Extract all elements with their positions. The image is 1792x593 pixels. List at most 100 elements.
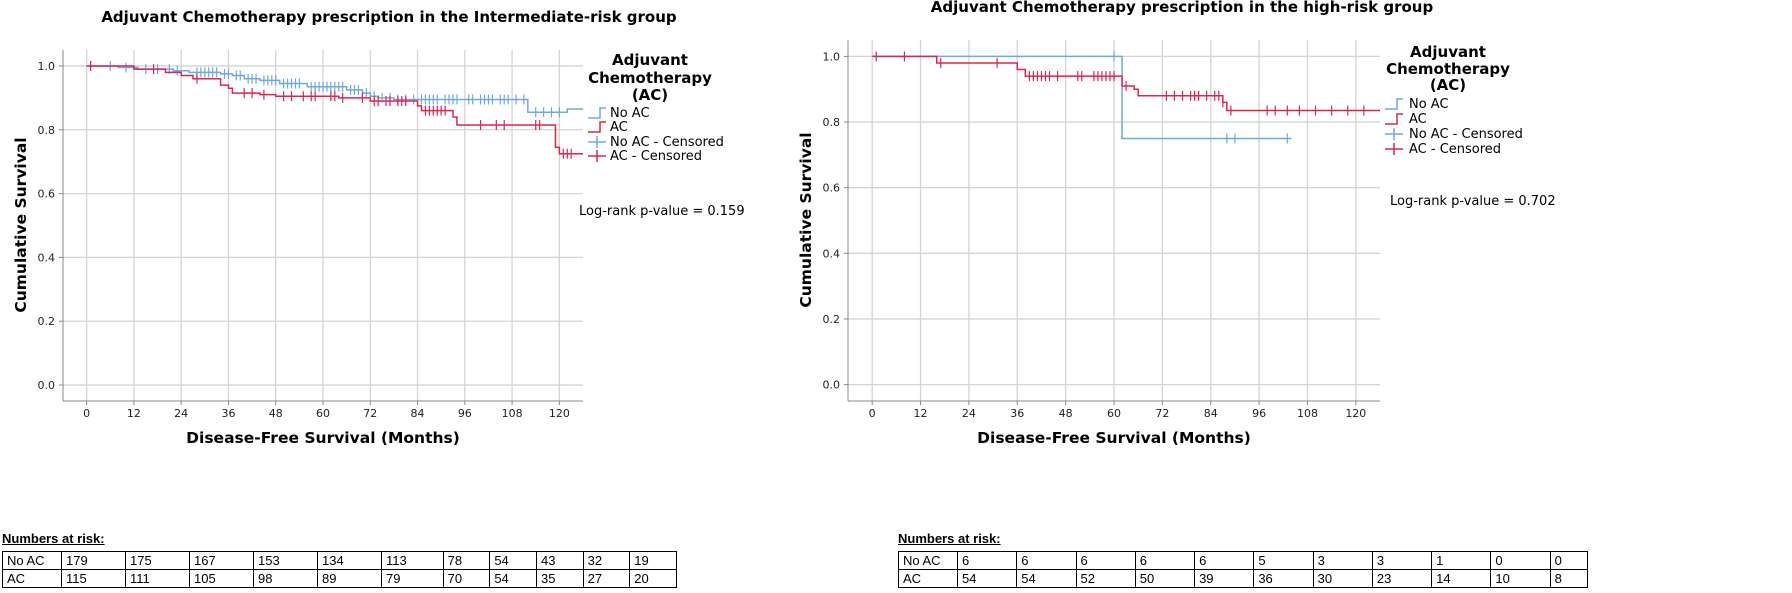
x-tick-label: 0 bbox=[869, 407, 876, 420]
legend-label: AC bbox=[1409, 112, 1427, 127]
risk-table-intermediate: No AC 179 175 167 153 134 113 78 54 43 32 19 AC 115 11… bbox=[2, 551, 677, 588]
risk-cell: 6 bbox=[1134, 551, 1196, 570]
risk-cell: 134 bbox=[317, 551, 382, 570]
risk-cell: 6 bbox=[1016, 551, 1077, 570]
risk-cell: 98 bbox=[253, 569, 318, 588]
x-tick-label: 120 bbox=[549, 407, 570, 420]
x-axis-label: Disease-Free Survival (Months) bbox=[977, 429, 1251, 447]
risk-cell: 36 bbox=[1253, 569, 1314, 588]
risk-cell: 6 bbox=[1075, 551, 1136, 570]
risk-cell: 10 bbox=[1490, 569, 1551, 588]
x-tick-label: 108 bbox=[1297, 407, 1318, 420]
risk-row: AC 115 111 105 98 89 79 70 54 35 27 20 bbox=[2, 569, 677, 588]
chart-title: Adjuvant Chemotherapy prescription in th… bbox=[101, 8, 677, 26]
risk-cell: 70 bbox=[442, 569, 491, 588]
y-tick-label: 0.4 bbox=[38, 251, 56, 264]
x-tick-label: 72 bbox=[363, 407, 377, 420]
y-axis-label: Cumulative Survival bbox=[797, 132, 815, 307]
risk-cell: 54 bbox=[1016, 569, 1077, 588]
y-tick-label: 0.2 bbox=[823, 313, 841, 326]
risk-cell: 52 bbox=[1075, 569, 1136, 588]
risk-cell: 79 bbox=[381, 569, 444, 588]
risk-cell: 8 bbox=[1549, 569, 1589, 588]
risk-cell: 153 bbox=[253, 551, 318, 570]
legend-swatch-line bbox=[1385, 98, 1403, 110]
y-tick-label: 0.6 bbox=[38, 188, 56, 201]
legend-label: AC - Censored bbox=[610, 149, 702, 164]
x-tick-label: 72 bbox=[1155, 407, 1169, 420]
risk-cell: 35 bbox=[535, 569, 584, 588]
x-tick-label: 96 bbox=[1252, 407, 1266, 420]
x-tick-label: 24 bbox=[174, 407, 188, 420]
risk-cell: 54 bbox=[956, 569, 1018, 588]
x-axis-label: Disease-Free Survival (Months) bbox=[186, 429, 460, 447]
logrank-annotation: Log-rank p-value = 0.159 bbox=[579, 204, 745, 219]
x-tick-label: 120 bbox=[1345, 407, 1366, 420]
legend-swatch-line bbox=[588, 121, 606, 133]
legend-swatch-line bbox=[588, 107, 606, 119]
y-tick-label: 0.0 bbox=[38, 379, 56, 392]
risk-cell: 1 bbox=[1431, 551, 1492, 570]
y-tick-label: 0.0 bbox=[823, 379, 841, 392]
risk-row-label: AC bbox=[2, 569, 62, 588]
x-tick-label: 0 bbox=[83, 407, 90, 420]
risk-cell: 23 bbox=[1371, 569, 1433, 588]
risk-row-label: No AC bbox=[898, 551, 958, 570]
x-tick-label: 84 bbox=[1204, 407, 1218, 420]
legend-label: AC bbox=[610, 120, 628, 135]
chart-title: Adjuvant Chemotherapy prescription in th… bbox=[931, 0, 1434, 16]
x-tick-label: 48 bbox=[1059, 407, 1073, 420]
risk-heading-intermediate: Numbers at risk: bbox=[2, 531, 105, 546]
risk-cell: 78 bbox=[442, 551, 491, 570]
risk-cell: 5 bbox=[1253, 551, 1314, 570]
risk-cell: 105 bbox=[189, 569, 254, 588]
risk-cell: 175 bbox=[125, 551, 190, 570]
risk-cell: 19 bbox=[629, 551, 677, 570]
risk-cell: 113 bbox=[381, 551, 444, 570]
risk-cell: 39 bbox=[1194, 569, 1255, 588]
legend-label: No AC bbox=[610, 106, 650, 121]
risk-row: No AC 6 6 6 6 6 5 3 3 1 0 0 bbox=[898, 551, 1589, 570]
y-tick-label: 0.6 bbox=[823, 182, 841, 195]
x-tick-label: 60 bbox=[1107, 407, 1121, 420]
legend-swatch-line bbox=[1385, 113, 1403, 125]
x-tick-label: 84 bbox=[411, 407, 425, 420]
logrank-annotation: Log-rank p-value = 0.702 bbox=[1390, 194, 1556, 209]
x-tick-label: 36 bbox=[1010, 407, 1024, 420]
risk-cell: 167 bbox=[189, 551, 254, 570]
x-tick-label: 108 bbox=[502, 407, 523, 420]
legend-label: No AC - Censored bbox=[1409, 127, 1523, 142]
risk-table-high: No AC 6 6 6 6 6 5 3 3 1 0 0 AC 54 54 52 50 39 36 30 23 14 10 8 bbox=[898, 551, 1589, 588]
chart-0: 0 12 24 36 48 60 72 84 96 108 120 0.0 0.2 0.4 0.6 0.8 1.… bbox=[12, 8, 745, 447]
x-tick-label: 24 bbox=[962, 407, 976, 420]
risk-row: AC 54 54 52 50 39 36 30 23 14 10 8 bbox=[898, 569, 1589, 588]
risk-row-label: AC bbox=[898, 569, 958, 588]
legend-title: Adjuvant Chemotherapy (AC) bbox=[588, 51, 712, 104]
y-tick-label: 0.2 bbox=[38, 315, 56, 328]
x-tick-label: 12 bbox=[127, 407, 141, 420]
x-tick-label: 36 bbox=[221, 407, 235, 420]
risk-cell: 50 bbox=[1134, 569, 1196, 588]
risk-cell: 3 bbox=[1371, 551, 1433, 570]
y-tick-label: 1.0 bbox=[823, 50, 841, 63]
risk-heading-high: Numbers at risk: bbox=[898, 531, 1001, 546]
chart-1: 0 12 24 36 48 60 72 84 96 108 120 0.0 0.2 0.4 0.6 0.8 1.… bbox=[797, 0, 1556, 447]
y-tick-label: 0.4 bbox=[823, 247, 841, 260]
risk-cell: 43 bbox=[535, 551, 584, 570]
risk-cell: 3 bbox=[1312, 551, 1373, 570]
survival-curve bbox=[86, 65, 583, 155]
risk-cell: 30 bbox=[1312, 569, 1373, 588]
y-tick-label: 0.8 bbox=[823, 116, 841, 129]
legend-label: No AC bbox=[1409, 97, 1449, 112]
risk-cell: 0 bbox=[1549, 551, 1589, 570]
legend-label: No AC - Censored bbox=[610, 135, 724, 150]
risk-cell: 6 bbox=[956, 551, 1018, 570]
risk-cell: 6 bbox=[1194, 551, 1255, 570]
x-tick-label: 96 bbox=[458, 407, 472, 420]
risk-cell: 89 bbox=[317, 569, 382, 588]
risk-row: No AC 179 175 167 153 134 113 78 54 43 32 19 bbox=[2, 551, 677, 570]
risk-row-label: No AC bbox=[2, 551, 62, 570]
survival-curve bbox=[872, 55, 1292, 140]
y-tick-label: 0.8 bbox=[38, 124, 56, 137]
risk-cell: 111 bbox=[125, 569, 190, 588]
